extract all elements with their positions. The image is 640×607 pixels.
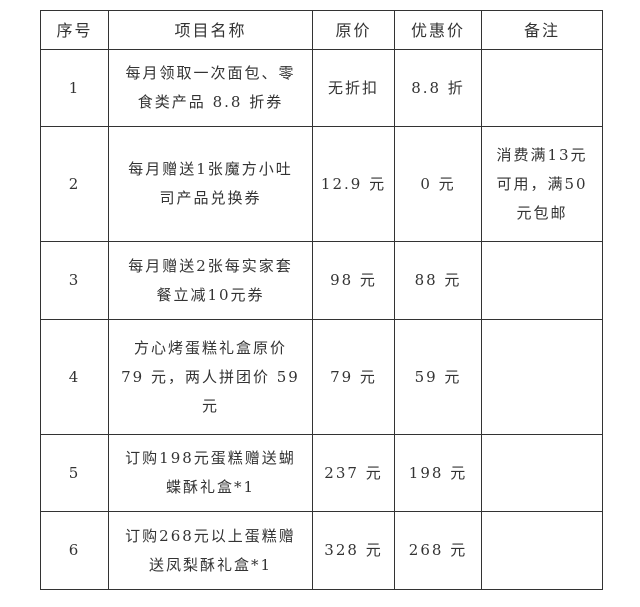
cell-discount-price: 88 元 bbox=[394, 241, 482, 320]
cell-name-line: 每月赠送1张魔方小吐 bbox=[128, 160, 293, 178]
header-no: 序号 bbox=[40, 10, 109, 50]
cell-name-line: 方心烤蛋糕礼盒原价 bbox=[133, 338, 287, 357]
cell-note-line: 消费满13元 bbox=[496, 145, 588, 164]
cell-name-line: 每月领取一次面包、零 bbox=[125, 64, 296, 82]
cell-no: 2 bbox=[40, 126, 109, 242]
cell-discount-price: 268 元 bbox=[394, 511, 482, 590]
cell-name-line: 蝶酥礼盒*1 bbox=[165, 478, 256, 496]
cell-note: 消费满13元 可用，满50 元包邮 bbox=[481, 126, 603, 242]
cell-name-line: 订购198元蛋糕赠送蝴 bbox=[125, 449, 296, 467]
cell-discount-price: 198 元 bbox=[394, 434, 482, 512]
cell-no: 5 bbox=[40, 434, 109, 512]
cell-note-line: 可用，满50 bbox=[496, 174, 588, 193]
cell-name-line: 79 元，两人拼团价 59 bbox=[121, 367, 300, 386]
cell-original-price: 12.9 元 bbox=[312, 126, 395, 242]
cell-note bbox=[481, 241, 603, 320]
table-row: 1 每月领取一次面包、零 食类产品 8.8 折券 无折扣 8.8 折 bbox=[40, 49, 603, 127]
cell-name: 每月赠送2张每实家套 餐立减10元券 bbox=[108, 241, 313, 320]
cell-note bbox=[481, 511, 603, 590]
header-note: 备注 bbox=[481, 10, 603, 50]
cell-name: 每月赠送1张魔方小吐 司产品兑换券 bbox=[108, 126, 313, 242]
cell-name-line: 送凤梨酥礼盒*1 bbox=[148, 555, 273, 574]
header-discount-price: 优惠价 bbox=[394, 10, 482, 50]
cell-name-line: 元 bbox=[201, 396, 219, 415]
cell-note bbox=[481, 319, 603, 435]
header-name: 项目名称 bbox=[108, 10, 313, 50]
cell-name-line: 订购268元以上蛋糕赠 bbox=[125, 526, 296, 545]
cell-discount-price: 0 元 bbox=[394, 126, 482, 242]
header-original-price: 原价 bbox=[312, 10, 395, 50]
promotion-table: 序号 项目名称 原价 优惠价 备注 1 每月领取一次面包、零 食类产品 8.8 折券… bbox=[40, 10, 603, 590]
table-row: 5 订购198元蛋糕赠送蝴 蝶酥礼盒*1 237 元 198 元 bbox=[40, 434, 603, 512]
cell-no: 1 bbox=[40, 49, 109, 127]
cell-original-price: 无折扣 bbox=[312, 49, 395, 127]
cell-no: 4 bbox=[40, 319, 109, 435]
cell-note bbox=[481, 49, 603, 127]
cell-name-line: 每月赠送2张每实家套 bbox=[128, 256, 293, 275]
cell-no: 3 bbox=[40, 241, 109, 320]
cell-name: 每月领取一次面包、零 食类产品 8.8 折券 bbox=[108, 49, 313, 127]
cell-name: 订购198元蛋糕赠送蝴 蝶酥礼盒*1 bbox=[108, 434, 313, 512]
cell-name-line: 食类产品 8.8 折券 bbox=[137, 93, 284, 111]
cell-original-price: 79 元 bbox=[312, 319, 395, 435]
cell-note bbox=[481, 434, 603, 512]
cell-name-line: 司产品兑换券 bbox=[159, 189, 262, 207]
cell-original-price: 328 元 bbox=[312, 511, 395, 590]
cell-discount-price: 59 元 bbox=[394, 319, 482, 435]
cell-original-price: 237 元 bbox=[312, 434, 395, 512]
table-row: 6 订购268元以上蛋糕赠 送凤梨酥礼盒*1 328 元 268 元 bbox=[40, 511, 603, 590]
cell-original-price: 98 元 bbox=[312, 241, 395, 320]
cell-note-line: 元包邮 bbox=[516, 203, 568, 222]
cell-no: 6 bbox=[40, 511, 109, 590]
table-row: 3 每月赠送2张每实家套 餐立减10元券 98 元 88 元 bbox=[40, 241, 603, 320]
header-row: 序号 项目名称 原价 优惠价 备注 bbox=[40, 10, 603, 50]
table-row: 4 方心烤蛋糕礼盒原价 79 元，两人拼团价 59 元 79 元 59 元 bbox=[40, 319, 603, 435]
cell-discount-price: 8.8 折 bbox=[394, 49, 482, 127]
cell-name-line: 餐立减10元券 bbox=[156, 285, 265, 304]
cell-name: 方心烤蛋糕礼盒原价 79 元，两人拼团价 59 元 bbox=[108, 319, 313, 435]
cell-name: 订购268元以上蛋糕赠 送凤梨酥礼盒*1 bbox=[108, 511, 313, 590]
